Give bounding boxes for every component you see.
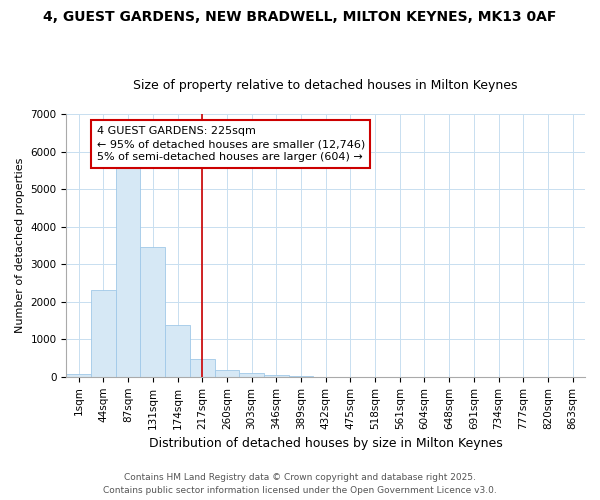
Bar [215,370,239,377]
Bar [264,376,289,377]
Y-axis label: Number of detached properties: Number of detached properties [15,158,25,333]
Title: Size of property relative to detached houses in Milton Keynes: Size of property relative to detached ho… [133,79,518,92]
Bar [165,325,190,377]
Text: Contains HM Land Registry data © Crown copyright and database right 2025.
Contai: Contains HM Land Registry data © Crown c… [103,474,497,495]
Text: 4, GUEST GARDENS, NEW BRADWELL, MILTON KEYNES, MK13 0AF: 4, GUEST GARDENS, NEW BRADWELL, MILTON K… [43,10,557,24]
Text: 4 GUEST GARDENS: 225sqm
← 95% of detached houses are smaller (12,746)
5% of semi: 4 GUEST GARDENS: 225sqm ← 95% of detache… [97,126,365,162]
Bar [91,290,116,377]
X-axis label: Distribution of detached houses by size in Milton Keynes: Distribution of detached houses by size … [149,437,503,450]
Bar [140,248,165,377]
Bar [190,359,215,377]
Bar [67,374,91,377]
Bar [239,374,264,377]
Bar [116,168,140,377]
